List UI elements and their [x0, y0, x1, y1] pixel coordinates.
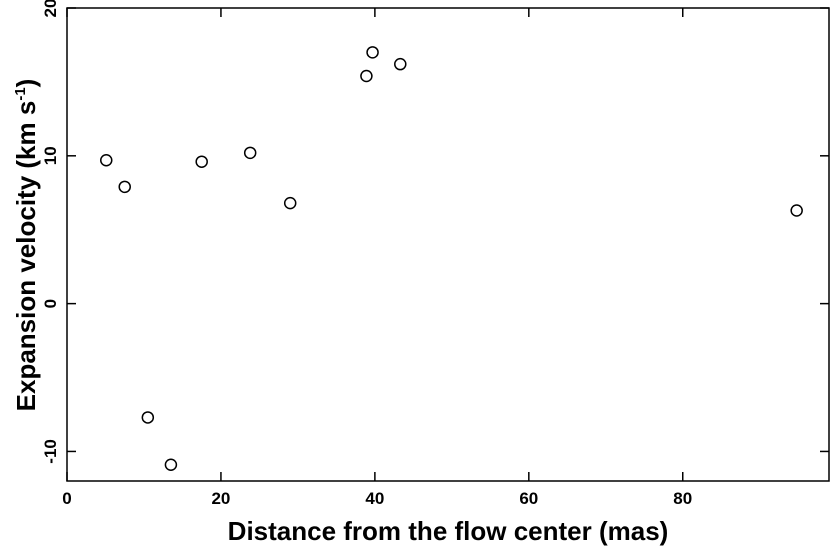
data-point	[164, 458, 178, 471]
axis-ticks	[66, 7, 829, 481]
x-tick-label: 80	[673, 489, 692, 508]
x-axis-title: Distance from the flow center (mas)	[228, 516, 669, 546]
y-tick-label: 0	[41, 299, 60, 308]
x-tick-label: 60	[519, 489, 538, 508]
data-point	[118, 180, 131, 194]
y-axis-title: Expansion velocity (km s-1)	[11, 79, 41, 412]
data-point	[243, 146, 257, 160]
data-point	[195, 155, 208, 168]
y-axis-title-superscript: -1	[12, 87, 29, 100]
y-tick-label: 20	[41, 0, 60, 17]
x-tick-label: 0	[62, 489, 71, 508]
y-tick-label: 10	[41, 146, 60, 165]
y-axis-title-close: )	[11, 79, 41, 88]
tick-labels: 0 20 40 60 80 -10 0 10 20	[41, 0, 692, 508]
data-point	[283, 196, 297, 210]
data-point	[790, 204, 803, 217]
data-point	[141, 411, 155, 424]
x-tick-label: 40	[365, 489, 384, 508]
plot-frame	[66, 7, 830, 482]
y-axis-title-main: Expansion velocity (km s	[11, 101, 41, 412]
data-points	[100, 46, 803, 471]
data-point	[366, 46, 379, 59]
y-tick-label: -10	[41, 439, 60, 464]
data-point	[360, 69, 373, 83]
x-tick-label: 20	[211, 489, 230, 508]
data-point	[394, 57, 407, 71]
data-point	[100, 153, 113, 167]
